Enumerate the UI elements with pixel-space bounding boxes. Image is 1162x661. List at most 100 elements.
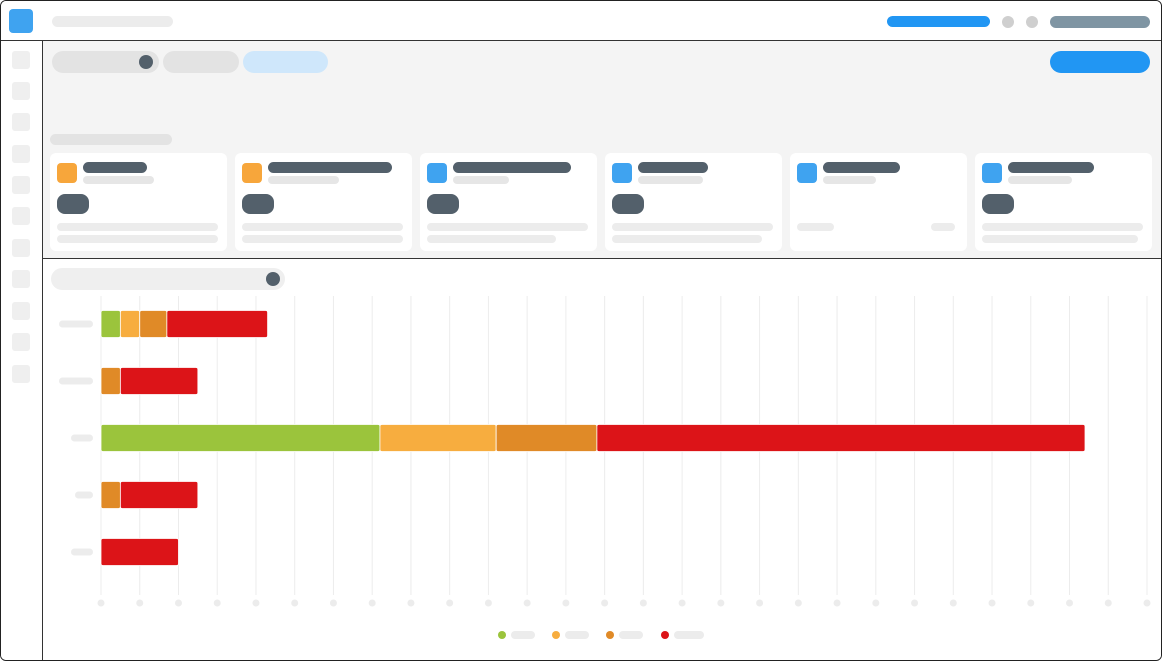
sidebar (1, 41, 43, 660)
sidebar-item-3[interactable] (12, 113, 30, 131)
user-menu[interactable] (1050, 16, 1150, 28)
summary-card[interactable] (605, 153, 782, 251)
help-icon[interactable] (1026, 16, 1038, 28)
card-detail-line (931, 223, 955, 231)
card-title (823, 162, 900, 173)
active-filter-chip[interactable] (243, 51, 328, 73)
sidebar-item-5[interactable] (12, 176, 30, 194)
card-value-badge (57, 194, 89, 214)
summary-card[interactable] (790, 153, 967, 251)
x-tick-marker (484, 599, 492, 607)
bar-segment (100, 481, 121, 509)
summary-card[interactable] (420, 153, 597, 251)
dropdown-icon (139, 55, 153, 69)
x-tick-marker (949, 599, 957, 607)
x-tick-marker (833, 599, 841, 607)
sidebar-item-2[interactable] (12, 82, 30, 100)
bar-segment (100, 424, 381, 452)
card-detail-line (982, 223, 1143, 231)
card-detail-line (797, 223, 834, 231)
bar-segment (119, 367, 199, 395)
card-icon (57, 163, 77, 183)
sidebar-item-6[interactable] (12, 207, 30, 225)
x-tick-marker (601, 599, 609, 607)
x-tick-marker (523, 599, 531, 607)
x-tick-marker (794, 599, 802, 607)
sidebar-item-4[interactable] (12, 145, 30, 163)
card-value-badge (427, 194, 459, 214)
x-tick-marker (213, 599, 221, 607)
chart-filter-dropdown[interactable] (51, 268, 285, 290)
date-filter-dropdown[interactable] (52, 51, 159, 73)
card-value-badge (612, 194, 644, 214)
summary-card[interactable] (975, 153, 1152, 251)
top-bar (1, 1, 1161, 41)
card-detail-line (612, 235, 762, 243)
card-title (1008, 162, 1094, 173)
y-tick-label (75, 491, 93, 499)
x-tick-marker (1143, 599, 1151, 607)
chart-legend (43, 628, 1161, 642)
page-title (52, 16, 173, 27)
sidebar-item-11[interactable] (12, 365, 30, 383)
x-tick-marker (174, 599, 182, 607)
bar-segment (119, 310, 141, 338)
y-tick-label (59, 320, 93, 328)
x-tick-marker (446, 599, 454, 607)
card-detail-line (612, 223, 773, 231)
sidebar-item-8[interactable] (12, 270, 30, 288)
card-subtitle (83, 176, 154, 184)
filter-chip[interactable] (163, 51, 239, 73)
card-title (453, 162, 571, 173)
x-tick-marker (717, 599, 725, 607)
x-tick-marker (329, 599, 337, 607)
card-title (638, 162, 708, 173)
notification-icon[interactable] (1002, 16, 1014, 28)
x-tick-marker (988, 599, 996, 607)
sidebar-item-1[interactable] (12, 51, 30, 69)
summary-card[interactable] (50, 153, 227, 251)
card-subtitle (453, 176, 509, 184)
summary-card[interactable] (235, 153, 412, 251)
bar-segment (495, 424, 598, 452)
x-tick-marker (407, 599, 415, 607)
app-logo-icon[interactable] (9, 9, 33, 33)
x-tick-marker (291, 599, 299, 607)
bar-segment (119, 481, 199, 509)
x-tick-marker (252, 599, 260, 607)
card-icon (982, 163, 1002, 183)
legend-item[interactable] (498, 628, 535, 642)
primary-action-button[interactable] (1050, 51, 1150, 73)
x-tick-marker (1027, 599, 1035, 607)
legend-item[interactable] (606, 628, 643, 642)
bar-segment (139, 310, 168, 338)
bar-segment (100, 310, 121, 338)
card-subtitle (638, 176, 703, 184)
legend-label (619, 631, 643, 639)
legend-item[interactable] (552, 628, 589, 642)
x-tick-marker (678, 599, 686, 607)
card-detail-line (427, 235, 556, 243)
bar-segment (166, 310, 268, 338)
card-value-badge (982, 194, 1014, 214)
dropdown-icon (266, 272, 280, 286)
card-icon (427, 163, 447, 183)
card-icon (242, 163, 262, 183)
sidebar-item-10[interactable] (12, 333, 30, 351)
legend-label (674, 631, 704, 639)
card-subtitle (1008, 176, 1072, 184)
x-tick-marker (97, 599, 105, 607)
card-detail-line (427, 223, 588, 231)
chart-panel (43, 260, 1161, 660)
x-tick-marker (562, 599, 570, 607)
legend-item[interactable] (661, 628, 704, 642)
header-action-button[interactable] (887, 16, 990, 27)
sidebar-item-7[interactable] (12, 239, 30, 257)
bar-segment (596, 424, 1086, 452)
card-detail-line (242, 235, 403, 243)
section-heading (50, 134, 172, 145)
sidebar-item-9[interactable] (12, 302, 30, 320)
x-tick-marker (1066, 599, 1074, 607)
x-tick-marker (911, 599, 919, 607)
